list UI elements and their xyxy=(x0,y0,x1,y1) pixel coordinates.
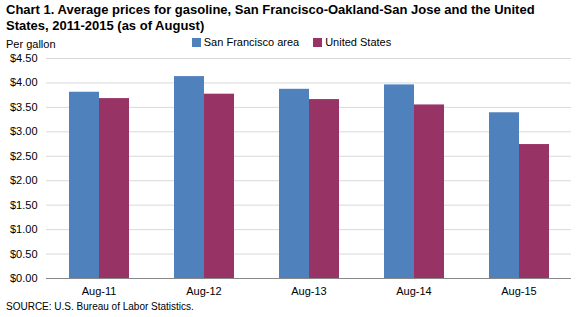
svg-text:$0.50: $0.50 xyxy=(10,248,38,260)
html-text:San Francisco area: San Francisco area xyxy=(203,36,300,48)
svg-text:$1.50: $1.50 xyxy=(10,199,38,211)
svg-text:$4.00: $4.00 xyxy=(10,76,38,88)
svg-text:$3.50: $3.50 xyxy=(10,101,38,113)
svg-text:Aug-11: Aug-11 xyxy=(82,285,117,297)
svg-text:$2.50: $2.50 xyxy=(10,150,38,162)
svg-text:$2.00: $2.00 xyxy=(10,174,38,186)
svg-text:$3.00: $3.00 xyxy=(10,125,38,137)
html-text:SOURCE: U.S. Bureau of Labor S: SOURCE: U.S. Bureau of Labor Statistics. xyxy=(6,301,194,312)
svg-text:Aug-14: Aug-14 xyxy=(396,285,431,297)
html-text:Chart 1. Average prices for ga: Chart 1. Average prices for gasoline, Sa… xyxy=(6,2,535,33)
html-text:Per gallon: Per gallon xyxy=(6,38,56,50)
svg-text:Aug-12: Aug-12 xyxy=(186,285,221,297)
svg-text:Aug-13: Aug-13 xyxy=(291,285,326,297)
html-text:United States: United States xyxy=(325,36,392,48)
svg-text:$0.00: $0.00 xyxy=(10,272,38,284)
svg-text:$1.00: $1.00 xyxy=(10,223,38,235)
svg-text:Aug-15: Aug-15 xyxy=(501,285,536,297)
svg-text:$4.50: $4.50 xyxy=(10,52,38,64)
